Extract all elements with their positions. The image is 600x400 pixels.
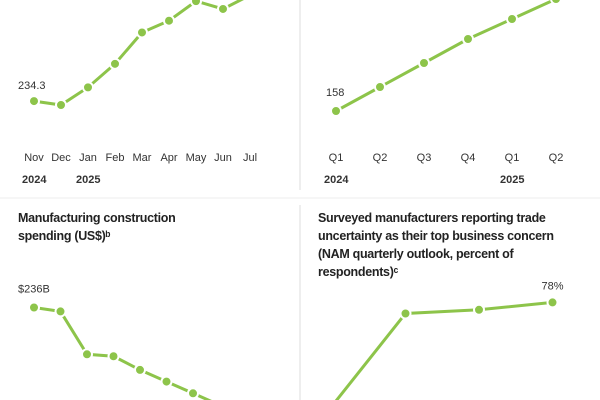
data-point (160, 375, 173, 388)
data-point (462, 33, 474, 45)
data-point (550, 0, 562, 5)
data-point (187, 387, 199, 400)
x-tick-label: Feb (106, 152, 125, 164)
value-label: 78% (541, 280, 563, 292)
data-point (374, 81, 386, 93)
data-point (28, 95, 40, 108)
x-group-label: 2024 (324, 174, 349, 186)
x-tick-label: Q1 (329, 152, 344, 164)
x-group-label: 2025 (500, 174, 524, 186)
data-point (107, 350, 120, 363)
value-label: 158 (326, 87, 344, 99)
x-tick-label: Mar (133, 152, 152, 164)
value-label: $236B (18, 283, 50, 295)
data-point (217, 2, 229, 15)
data-point (81, 348, 93, 361)
data-point (506, 13, 518, 25)
x-tick-label: Nov (24, 152, 44, 164)
data-point (54, 305, 67, 318)
series-line (334, 300, 553, 400)
data-point (163, 14, 175, 27)
data-point (28, 301, 40, 314)
x-tick-label: Jul (243, 152, 257, 164)
data-point (546, 296, 559, 309)
data-point (136, 26, 148, 39)
data-point (134, 363, 146, 376)
data-point (473, 303, 485, 316)
data-point (82, 81, 94, 94)
data-point (55, 99, 67, 111)
data-point (190, 0, 202, 8)
value-label: 234.3 (18, 80, 46, 92)
data-point (109, 57, 121, 70)
chart-title: Manufacturing construction spending (US$… (18, 211, 176, 243)
x-tick-label: Jun (214, 152, 232, 164)
x-tick-label: Q2 (373, 152, 388, 164)
series-line (33, 306, 212, 400)
data-point (399, 307, 412, 320)
x-group-label: 2025 (76, 174, 100, 186)
x-tick-label: Q1 (505, 152, 520, 164)
x-tick-label: May (186, 152, 207, 164)
x-tick-label: Q2 (549, 152, 564, 164)
series-line (335, 0, 557, 113)
x-tick-label: Dec (51, 152, 71, 164)
chart-title: Surveyed manufacturers reporting trade u… (318, 211, 554, 279)
x-tick-label: Q4 (461, 152, 476, 164)
data-point (418, 57, 430, 69)
x-group-label: 2024 (22, 174, 47, 186)
x-tick-label: Q3 (417, 152, 432, 164)
x-tick-label: Apr (160, 152, 177, 164)
x-tick-label: Jan (79, 152, 97, 164)
series-line (33, 0, 244, 107)
data-point (330, 105, 342, 117)
